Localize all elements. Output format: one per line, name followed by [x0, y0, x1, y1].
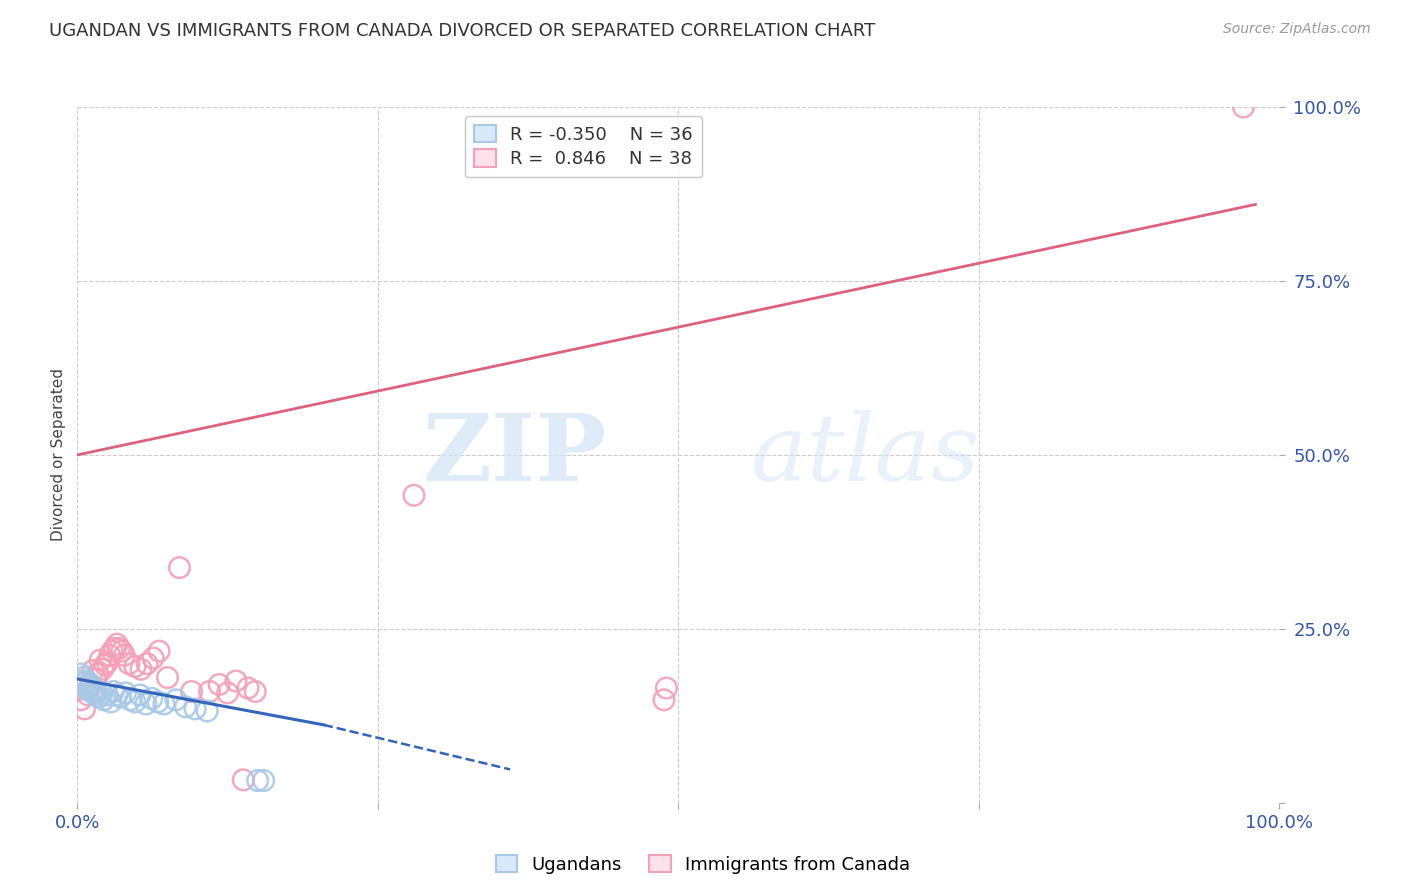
- Point: [98, 648, 121, 663]
- Point: [225, 674, 247, 689]
- Point: [86, 684, 108, 698]
- Point: [402, 488, 425, 502]
- Point: [70, 693, 93, 707]
- Point: [246, 773, 269, 788]
- Point: [124, 659, 146, 673]
- Point: [146, 695, 169, 709]
- Point: [128, 688, 150, 702]
- Point: [110, 690, 132, 704]
- Point: [120, 693, 142, 707]
- Point: [111, 644, 134, 658]
- Point: [135, 697, 157, 711]
- Point: [79, 677, 101, 691]
- Point: [148, 644, 170, 658]
- Point: [118, 657, 141, 671]
- Point: [91, 662, 114, 676]
- Point: [104, 641, 127, 656]
- Legend: Ugandans, Immigrants from Canada: Ugandans, Immigrants from Canada: [486, 847, 920, 883]
- Point: [70, 667, 93, 681]
- Point: [90, 686, 112, 700]
- Point: [96, 688, 118, 702]
- Point: [100, 695, 122, 709]
- Point: [108, 641, 131, 656]
- Point: [79, 681, 101, 695]
- Text: ZIP: ZIP: [422, 410, 606, 500]
- Point: [77, 688, 100, 702]
- Point: [72, 671, 94, 685]
- Point: [208, 677, 231, 691]
- Point: [142, 651, 165, 665]
- Point: [652, 693, 675, 707]
- Point: [114, 686, 136, 700]
- Point: [156, 671, 179, 685]
- Point: [195, 704, 218, 718]
- Point: [124, 695, 146, 709]
- Point: [87, 690, 110, 704]
- Point: [75, 679, 97, 693]
- Point: [84, 688, 107, 702]
- Point: [82, 664, 104, 678]
- Point: [82, 686, 104, 700]
- Text: Source: ZipAtlas.com: Source: ZipAtlas.com: [1223, 22, 1371, 37]
- Point: [94, 658, 117, 673]
- Legend: R = -0.350    N = 36, R =  0.846    N = 38: R = -0.350 N = 36, R = 0.846 N = 38: [465, 116, 702, 178]
- Point: [77, 683, 100, 698]
- Point: [184, 702, 207, 716]
- Point: [153, 697, 176, 711]
- Point: [165, 693, 187, 707]
- Point: [253, 773, 276, 788]
- Point: [101, 644, 124, 658]
- Point: [105, 688, 128, 702]
- Point: [103, 684, 125, 698]
- Point: [112, 648, 135, 663]
- Point: [70, 674, 93, 689]
- Point: [83, 683, 105, 698]
- Point: [105, 637, 128, 651]
- Point: [79, 677, 101, 691]
- Point: [89, 653, 111, 667]
- Point: [232, 772, 254, 787]
- Point: [141, 691, 163, 706]
- Point: [1232, 100, 1254, 114]
- Point: [136, 657, 159, 671]
- Point: [169, 560, 191, 574]
- Point: [217, 686, 239, 700]
- Point: [174, 699, 197, 714]
- Text: atlas: atlas: [751, 410, 980, 500]
- Point: [87, 667, 110, 681]
- Y-axis label: Divorced or Separated: Divorced or Separated: [51, 368, 66, 541]
- Point: [96, 655, 118, 669]
- Point: [245, 684, 267, 698]
- Text: UGANDAN VS IMMIGRANTS FROM CANADA DIVORCED OR SEPARATED CORRELATION CHART: UGANDAN VS IMMIGRANTS FROM CANADA DIVORC…: [49, 22, 876, 40]
- Point: [73, 676, 96, 690]
- Point: [129, 662, 152, 676]
- Point: [76, 674, 98, 689]
- Point: [84, 672, 107, 686]
- Point: [180, 684, 202, 698]
- Point: [80, 684, 103, 698]
- Point: [655, 681, 678, 695]
- Point: [73, 702, 96, 716]
- Point: [236, 681, 259, 695]
- Point: [93, 693, 115, 707]
- Point: [198, 684, 221, 698]
